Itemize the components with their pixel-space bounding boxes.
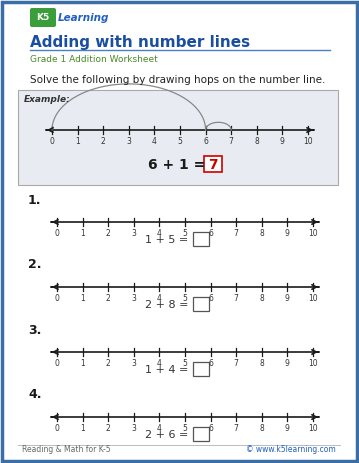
FancyBboxPatch shape bbox=[18, 90, 338, 185]
Text: 2 + 6 =: 2 + 6 = bbox=[145, 430, 192, 440]
Text: 8: 8 bbox=[260, 424, 264, 433]
Text: 8: 8 bbox=[260, 294, 264, 303]
Text: 7: 7 bbox=[234, 294, 239, 303]
Text: 2: 2 bbox=[106, 294, 111, 303]
Text: 3: 3 bbox=[131, 294, 136, 303]
Text: Adding with number lines: Adding with number lines bbox=[30, 35, 250, 50]
Text: 7: 7 bbox=[234, 424, 239, 433]
Text: 2 + 8 =: 2 + 8 = bbox=[145, 300, 192, 310]
Text: 10: 10 bbox=[308, 294, 318, 303]
Text: 10: 10 bbox=[303, 137, 313, 146]
Text: 6: 6 bbox=[208, 229, 213, 238]
Text: 10: 10 bbox=[308, 424, 318, 433]
Text: 2: 2 bbox=[101, 137, 106, 146]
Text: 4.: 4. bbox=[28, 388, 42, 401]
Text: 2: 2 bbox=[106, 229, 111, 238]
Text: 1.: 1. bbox=[28, 194, 42, 206]
Text: 4: 4 bbox=[157, 359, 162, 368]
Text: 8: 8 bbox=[255, 137, 259, 146]
Text: 0: 0 bbox=[55, 359, 60, 368]
Text: 3: 3 bbox=[126, 137, 131, 146]
FancyBboxPatch shape bbox=[204, 156, 222, 172]
Text: 5: 5 bbox=[178, 137, 182, 146]
Text: 4: 4 bbox=[157, 294, 162, 303]
Text: 0: 0 bbox=[55, 294, 60, 303]
FancyBboxPatch shape bbox=[30, 8, 56, 27]
FancyBboxPatch shape bbox=[193, 232, 209, 246]
Text: 6: 6 bbox=[203, 137, 208, 146]
Text: 9: 9 bbox=[280, 137, 285, 146]
Text: 5: 5 bbox=[183, 229, 187, 238]
Text: 0: 0 bbox=[55, 229, 60, 238]
Text: 9: 9 bbox=[285, 359, 290, 368]
Text: 9: 9 bbox=[285, 424, 290, 433]
Text: 0: 0 bbox=[55, 424, 60, 433]
Text: 9: 9 bbox=[285, 229, 290, 238]
Text: 4: 4 bbox=[157, 229, 162, 238]
Text: Solve the following by drawing hops on the number line.: Solve the following by drawing hops on t… bbox=[30, 75, 325, 85]
Text: 3: 3 bbox=[131, 359, 136, 368]
Text: 8: 8 bbox=[260, 359, 264, 368]
Text: 7: 7 bbox=[234, 229, 239, 238]
Text: 5: 5 bbox=[183, 294, 187, 303]
Text: 1 + 5 =: 1 + 5 = bbox=[145, 235, 192, 245]
Text: 6: 6 bbox=[208, 294, 213, 303]
Text: 4: 4 bbox=[157, 424, 162, 433]
Text: 4: 4 bbox=[152, 137, 157, 146]
Text: 3: 3 bbox=[131, 229, 136, 238]
Text: © www.k5learning.com: © www.k5learning.com bbox=[246, 445, 336, 455]
Text: Example:: Example: bbox=[24, 95, 71, 105]
Text: 10: 10 bbox=[308, 359, 318, 368]
Text: 6: 6 bbox=[208, 424, 213, 433]
Text: 7: 7 bbox=[234, 359, 239, 368]
Text: 6 + 1 =: 6 + 1 = bbox=[148, 158, 210, 172]
Text: 1: 1 bbox=[75, 137, 80, 146]
Text: 3: 3 bbox=[131, 424, 136, 433]
Text: 10: 10 bbox=[308, 229, 318, 238]
Text: 0: 0 bbox=[50, 137, 55, 146]
Text: 7: 7 bbox=[229, 137, 234, 146]
Text: 3.: 3. bbox=[28, 324, 41, 337]
Text: K5: K5 bbox=[36, 13, 50, 22]
Text: 1 + 4 =: 1 + 4 = bbox=[145, 365, 192, 375]
Text: 1: 1 bbox=[80, 359, 85, 368]
Text: 5: 5 bbox=[183, 424, 187, 433]
Text: 5: 5 bbox=[183, 359, 187, 368]
Text: Grade 1 Addition Worksheet: Grade 1 Addition Worksheet bbox=[30, 56, 158, 64]
Text: 1: 1 bbox=[80, 424, 85, 433]
Text: 1: 1 bbox=[80, 294, 85, 303]
FancyBboxPatch shape bbox=[193, 427, 209, 441]
FancyBboxPatch shape bbox=[193, 297, 209, 311]
Text: 8: 8 bbox=[260, 229, 264, 238]
Text: 2: 2 bbox=[106, 359, 111, 368]
Text: 6: 6 bbox=[208, 359, 213, 368]
Text: 9: 9 bbox=[285, 294, 290, 303]
Text: Learning: Learning bbox=[58, 13, 109, 23]
Text: 2: 2 bbox=[106, 424, 111, 433]
Text: 7: 7 bbox=[208, 158, 218, 172]
FancyBboxPatch shape bbox=[193, 362, 209, 376]
Text: Reading & Math for K-5: Reading & Math for K-5 bbox=[22, 445, 111, 455]
Text: 1: 1 bbox=[80, 229, 85, 238]
Text: 2.: 2. bbox=[28, 258, 42, 271]
